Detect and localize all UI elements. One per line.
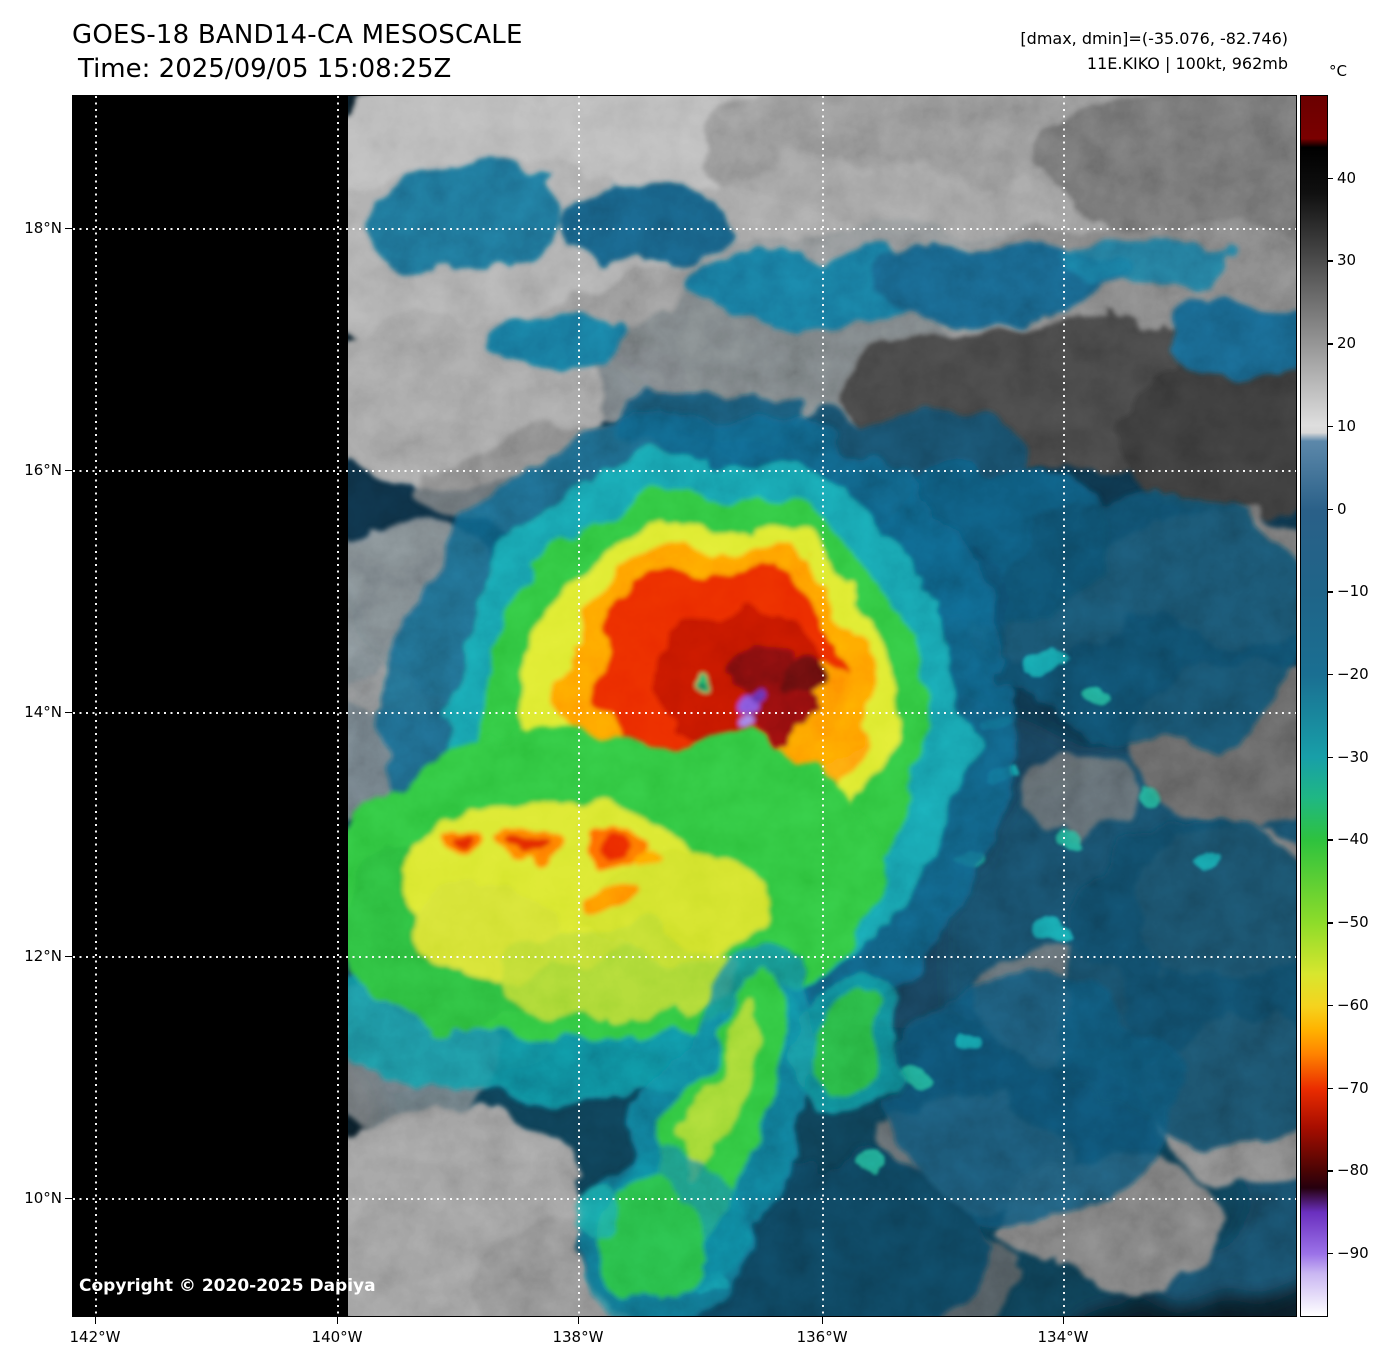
lat-tick-label: 12°N bbox=[24, 946, 62, 965]
axis-tick-lat bbox=[65, 227, 72, 230]
copyright-text: Copyright © 2020-2025 Dapiya bbox=[79, 1276, 376, 1296]
colorbar-tick-label: −40 bbox=[1337, 830, 1369, 849]
axis-tick-lat bbox=[65, 955, 72, 958]
colorbar-tick bbox=[1328, 508, 1333, 510]
axis-tick-lon bbox=[822, 1317, 824, 1324]
colorbar-tick bbox=[1328, 591, 1333, 593]
satellite-image bbox=[348, 96, 1296, 1316]
gridline-horizontal bbox=[73, 711, 1296, 714]
lon-tick-label: 138°W bbox=[552, 1328, 604, 1346]
colorbar-tick bbox=[1328, 839, 1333, 841]
colorbar-tick-label: −30 bbox=[1337, 747, 1369, 766]
axis-tick-lat bbox=[65, 470, 72, 472]
colorbar-tick bbox=[1328, 260, 1333, 262]
colorbar-tick bbox=[1328, 1253, 1333, 1255]
gridline-vertical bbox=[1062, 96, 1065, 1316]
axis-tick-lon bbox=[337, 1317, 339, 1324]
axis-tick-lon bbox=[1062, 1317, 1065, 1324]
colorbar bbox=[1300, 95, 1328, 1317]
colorbar-tick-label: 20 bbox=[1337, 334, 1357, 353]
lat-tick-label: 10°N bbox=[24, 1189, 62, 1207]
lat-tick-label: 16°N bbox=[24, 461, 62, 480]
timestamp-label: Time: 2025/09/05 15:08:25Z bbox=[78, 54, 452, 84]
colorbar-tick-label: 0 bbox=[1337, 499, 1347, 518]
page-title: GOES-18 BAND14-CA MESOSCALE bbox=[72, 20, 523, 50]
gridline-horizontal bbox=[73, 1198, 1296, 1200]
cloud-texture-overlay bbox=[348, 96, 1296, 1316]
colorbar-tick-label: 40 bbox=[1337, 168, 1357, 187]
dmax-dmin-label: [dmax, dmin]=(-35.076, -82.746) bbox=[1020, 29, 1288, 48]
axis-tick-lon bbox=[94, 1317, 97, 1324]
colorbar-tick-label: −80 bbox=[1337, 1161, 1369, 1180]
colorbar-tick bbox=[1328, 1087, 1333, 1089]
gridline-vertical bbox=[94, 96, 97, 1316]
axis-tick-lon bbox=[577, 1317, 580, 1324]
colorbar-tick-label: −50 bbox=[1337, 913, 1369, 932]
lon-tick-label: 142°W bbox=[69, 1328, 121, 1346]
colorbar-tick bbox=[1328, 756, 1333, 759]
axis-tick-lat bbox=[65, 1198, 72, 1200]
colorbar-tick bbox=[1328, 343, 1333, 345]
gridline-horizontal bbox=[73, 227, 1296, 230]
colorbar-tick bbox=[1328, 1170, 1333, 1172]
header-right-block: [dmax, dmin]=(-35.076, -82.746) 11E.KIKO… bbox=[1020, 26, 1288, 76]
colorbar-tick bbox=[1328, 922, 1333, 924]
gridline-vertical bbox=[822, 96, 824, 1316]
gridline-vertical bbox=[577, 96, 580, 1316]
colorbar-unit-label: °C bbox=[1329, 62, 1347, 80]
lon-tick-label: 134°W bbox=[1037, 1328, 1089, 1346]
colorbar-tick-label: 30 bbox=[1337, 251, 1357, 270]
colorbar-tick bbox=[1328, 177, 1333, 180]
lon-tick-label: 140°W bbox=[311, 1328, 363, 1346]
lat-tick-label: 14°N bbox=[24, 702, 62, 721]
colorbar-tick bbox=[1328, 425, 1333, 428]
gridline-horizontal bbox=[73, 470, 1296, 472]
colorbar-tick-label: −10 bbox=[1337, 582, 1369, 601]
colorbar-tick bbox=[1328, 1004, 1333, 1007]
colorbar-gradient bbox=[1301, 96, 1327, 1316]
lat-tick-label: 18°N bbox=[24, 218, 62, 237]
map-plot: Copyright © 2020-2025 Dapiya bbox=[72, 95, 1297, 1317]
colorbar-tick bbox=[1328, 674, 1333, 676]
gridline-horizontal bbox=[73, 955, 1296, 958]
colorbar-tick-label: −20 bbox=[1337, 665, 1369, 683]
gridline-vertical bbox=[337, 96, 339, 1316]
colorbar-tick-label: −90 bbox=[1337, 1244, 1369, 1263]
colorbar-tick-label: −70 bbox=[1337, 1078, 1369, 1097]
colorbar-tick-label: −60 bbox=[1337, 995, 1369, 1014]
colorbar-tick-label: 10 bbox=[1337, 416, 1357, 435]
axis-tick-lat bbox=[65, 711, 72, 714]
storm-info-label: 11E.KIKO | 100kt, 962mb bbox=[1086, 54, 1288, 73]
lon-tick-label: 136°W bbox=[796, 1328, 848, 1346]
